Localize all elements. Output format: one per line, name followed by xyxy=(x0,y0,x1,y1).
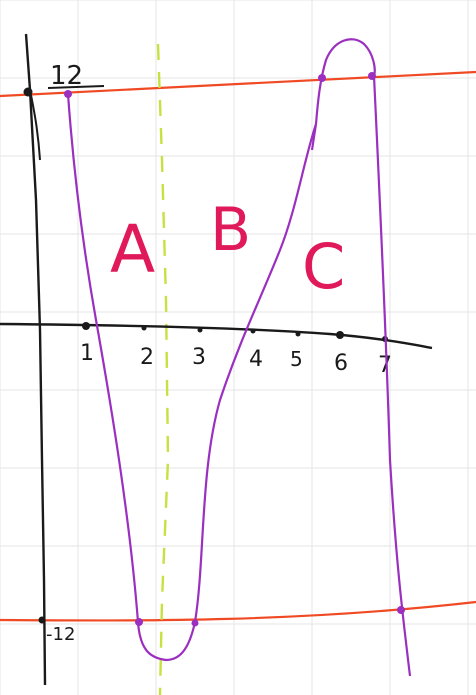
tick-dot-3 xyxy=(197,327,203,333)
top-boundary-line xyxy=(0,70,476,98)
x-tick-label-7: 7 xyxy=(378,353,392,378)
tick-dot-1 xyxy=(82,322,90,330)
y-bottom-label: -12 xyxy=(46,624,75,645)
x-axis xyxy=(0,322,433,350)
x-axis-tick-dots xyxy=(82,322,388,342)
bottom-boundary-line xyxy=(0,600,476,622)
y-axis xyxy=(24,33,47,686)
curve-dot-top-c-left xyxy=(318,74,326,82)
region-label-a: A xyxy=(110,211,155,288)
x-tick-label-5: 5 xyxy=(290,347,303,371)
x-tick-label-4: 4 xyxy=(249,347,263,372)
curve-dot-bottom-left xyxy=(135,618,143,626)
curve-dot-top-c-right xyxy=(368,72,376,80)
tick-dot-2 xyxy=(141,325,147,331)
x-tick-label-3: 3 xyxy=(192,345,206,370)
curve-dot-bottom-right xyxy=(397,606,405,614)
dashed-vertical-line xyxy=(156,43,170,695)
tick-dot-4 xyxy=(250,328,256,334)
region-label-b: B xyxy=(210,195,251,265)
curve-dot-bottom-middle xyxy=(191,619,199,627)
y-bottom-dot xyxy=(38,616,46,624)
region-label-c: C xyxy=(302,230,345,303)
tick-dot-5 xyxy=(295,331,301,337)
y-top-label-underline xyxy=(47,85,105,89)
y-top-dot xyxy=(23,87,33,97)
tick-dot-6 xyxy=(336,331,344,339)
x-tick-label-1: 1 xyxy=(80,341,94,366)
purple-curve xyxy=(66,38,412,677)
x-tick-label-2: 2 xyxy=(140,345,154,370)
curve-dot-top-left xyxy=(64,90,72,98)
x-tick-label-6: 6 xyxy=(334,351,348,376)
y-axis-overstroke xyxy=(29,89,41,161)
